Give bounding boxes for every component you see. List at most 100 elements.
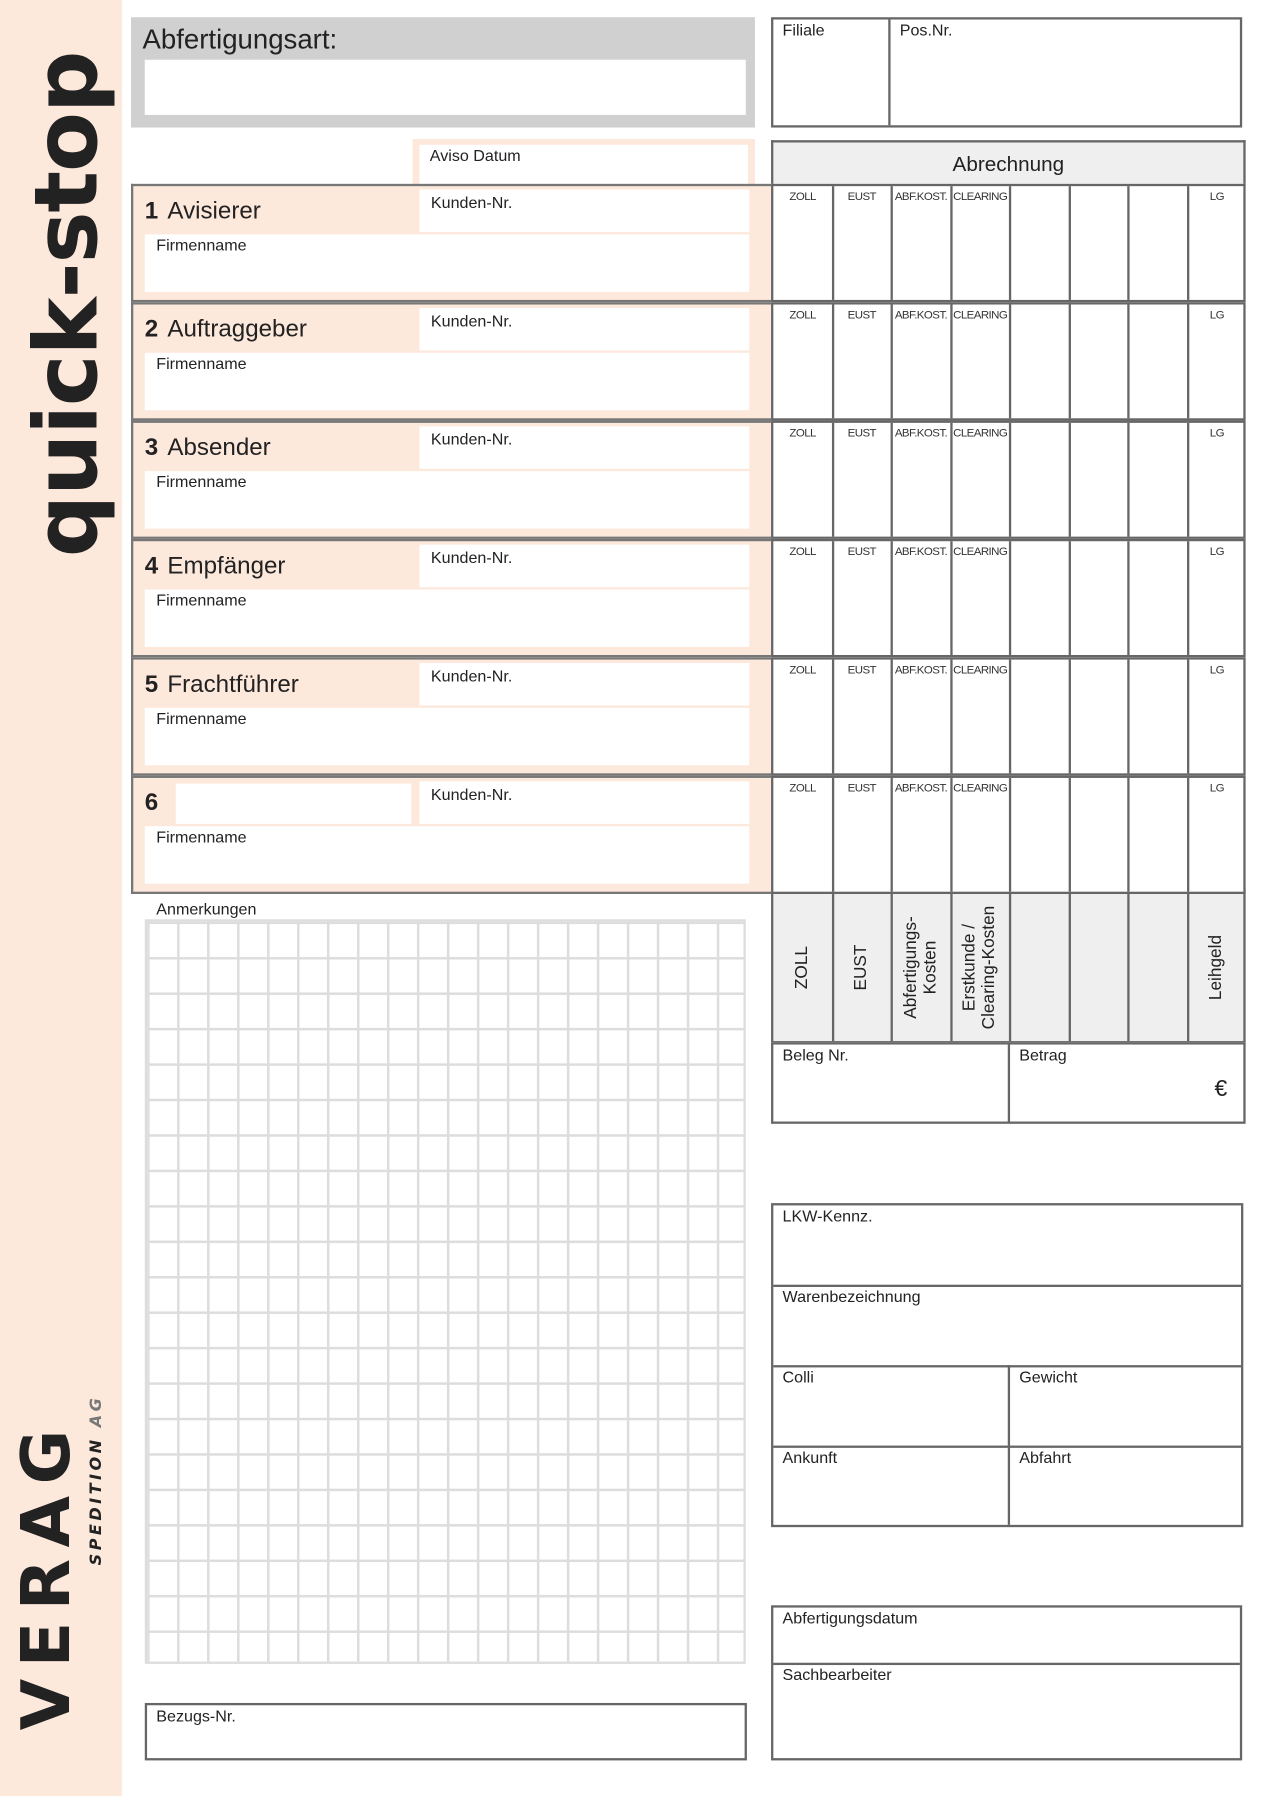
section-number: 2	[144, 316, 159, 343]
bezugs-nr-field[interactable]: Bezugs-Nr.	[144, 1702, 747, 1761]
abfertigungsart-input[interactable]	[144, 59, 746, 115]
section-name-input[interactable]	[175, 783, 412, 824]
billing-cell[interactable]: CLEARING	[953, 309, 1008, 322]
billing-cell[interactable]: CLEARING	[953, 190, 1008, 204]
billing-cell[interactable]: ABF.KOST.	[894, 782, 948, 796]
column-divider	[890, 304, 893, 419]
warenbezeichnung-field[interactable]: Warenbezeichnung	[782, 1286, 921, 1306]
firmenname-field[interactable]: Firmenname	[144, 234, 750, 292]
gewicht-field[interactable]: Gewicht	[1019, 1367, 1078, 1386]
firmenname-field[interactable]: Firmenname	[144, 826, 750, 884]
billing-row-1: ZOLL EUST ABF.KOST. CLEARING LG	[771, 183, 1246, 303]
firmenname-label: Firmenname	[156, 827, 247, 846]
section-title: 6	[145, 789, 168, 817]
party-section-4: 4 Empfänger Kunden-Nr. Firmenname	[130, 538, 772, 658]
kunden-nr-field[interactable]: Kunden-Nr.	[419, 307, 750, 351]
billing-cell[interactable]: ZOLL	[789, 545, 816, 559]
billing-cell[interactable]: CLEARING	[953, 427, 1008, 441]
firmenname-field[interactable]: Firmenname	[144, 589, 750, 647]
ankunft-field[interactable]: Ankunft	[782, 1447, 838, 1467]
kunden-nr-field[interactable]: Kunden-Nr.	[419, 663, 750, 706]
column-divider	[831, 541, 834, 655]
sachbearbeiter-field[interactable]: Sachbearbeiter	[782, 1665, 892, 1684]
billing-cell[interactable]: ABF.KOST.	[894, 427, 948, 441]
billing-cell[interactable]: CLEARING	[953, 545, 1008, 559]
section-title: 3 Absender	[145, 434, 271, 462]
party-section-1: 1 Avisierer Kunden-Nr. Firmenname	[130, 183, 772, 303]
billing-cell[interactable]: EUST	[847, 545, 877, 559]
anmerkungen-grid[interactable]	[144, 919, 746, 1664]
abfahrt-field[interactable]: Abfahrt	[1019, 1447, 1072, 1467]
posnr-label: Pos.Nr.	[899, 20, 953, 40]
lkw-kennz-field[interactable]: LKW-Kennz.	[782, 1206, 873, 1225]
party-section-3: 3 Absender Kunden-Nr. Firmenname	[130, 420, 772, 539]
sum-column-label: EUST	[851, 944, 871, 991]
section-number: 1	[144, 197, 159, 225]
billing-cell[interactable]: LG	[1209, 782, 1225, 796]
firmenname-field[interactable]: Firmenname	[144, 707, 750, 766]
billing-cell[interactable]: LG	[1209, 664, 1225, 677]
betrag-label: Betrag	[1019, 1045, 1067, 1065]
firmenname-field[interactable]: Firmenname	[144, 471, 750, 529]
kunden-nr-field[interactable]: Kunden-Nr.	[419, 544, 750, 588]
billing-cell[interactable]: ZOLL	[789, 309, 816, 322]
kunden-nr-label: Kunden-Nr.	[430, 311, 513, 330]
billing-cell[interactable]: ZOLL	[789, 664, 816, 677]
party-section-2: 2 Auftraggeber Kunden-Nr. Firmenname	[130, 302, 772, 421]
kunden-nr-field[interactable]: Kunden-Nr.	[419, 189, 750, 233]
column-divider	[1068, 777, 1071, 892]
anmerkungen-label: Anmerkungen	[156, 899, 257, 919]
billing-cell[interactable]: LG	[1209, 545, 1225, 559]
kunden-nr-label: Kunden-Nr.	[430, 193, 513, 212]
billing-cell[interactable]: EUST	[847, 782, 877, 796]
billing-cell[interactable]: ZOLL	[789, 190, 816, 204]
column-divider	[949, 304, 953, 419]
section-title: 4 Empfänger	[145, 553, 286, 581]
column-divider	[831, 659, 834, 774]
firmenname-field[interactable]: Firmenname	[144, 352, 750, 411]
billing-cell[interactable]: CLEARING	[953, 664, 1008, 677]
billing-cell[interactable]: ABF.KOST.	[894, 190, 948, 204]
column-divider	[1008, 659, 1012, 774]
column-divider	[1127, 777, 1130, 892]
billing-cell[interactable]: ABF.KOST.	[894, 545, 948, 559]
colli-field[interactable]: Colli	[782, 1367, 814, 1386]
billing-cell[interactable]: EUST	[847, 664, 877, 677]
kunden-nr-field[interactable]: Kunden-Nr.	[419, 781, 750, 824]
divider	[773, 1445, 1242, 1448]
billing-cell[interactable]: CLEARING	[953, 782, 1008, 796]
column-divider	[1008, 422, 1012, 537]
column-divider	[949, 541, 953, 655]
party-section-6: 6 Kunden-Nr. Firmenname	[130, 775, 772, 894]
logo-sub-text: SPEDITION	[87, 1436, 106, 1566]
billing-cell[interactable]: EUST	[847, 309, 877, 322]
abfertigungsdatum-field[interactable]: Abfertigungsdatum	[782, 1608, 918, 1628]
column-divider	[1186, 304, 1189, 419]
column-divider	[1127, 890, 1130, 1042]
billing-cell[interactable]: LG	[1209, 309, 1225, 322]
column-divider	[890, 777, 893, 892]
column-divider	[1127, 541, 1130, 655]
column-divider	[1068, 422, 1071, 537]
billing-cell[interactable]: ZOLL	[789, 782, 816, 796]
footer-box: Abfertigungsdatum Sachbearbeiter	[771, 1605, 1243, 1761]
aviso-datum-field[interactable]: Aviso Datum	[412, 139, 755, 186]
sidebar: quick-stop VERAG SPEDITION AG	[0, 0, 122, 1796]
aviso-datum-label: Aviso Datum	[429, 145, 521, 165]
billing-cell[interactable]: ZOLL	[789, 427, 816, 441]
billing-cell[interactable]: ABF.KOST.	[894, 309, 948, 322]
billing-row-3: ZOLL EUST ABF.KOST. CLEARING LG	[771, 420, 1246, 539]
column-divider	[1186, 659, 1189, 774]
section-number: 4	[144, 552, 159, 580]
column-divider	[1186, 890, 1189, 1042]
section-number: 6	[144, 789, 159, 816]
billing-cell[interactable]: LG	[1209, 427, 1225, 441]
sum-column-label: Leihgeld	[1206, 934, 1226, 1001]
billing-cell[interactable]: ABF.KOST.	[894, 664, 948, 677]
billing-cell[interactable]: EUST	[847, 190, 877, 204]
column-divider	[831, 304, 834, 419]
kunden-nr-field[interactable]: Kunden-Nr.	[419, 426, 750, 469]
billing-cell[interactable]: EUST	[847, 427, 877, 441]
billing-cell[interactable]: LG	[1209, 190, 1225, 204]
bezugs-nr-label: Bezugs-Nr.	[156, 1706, 236, 1725]
